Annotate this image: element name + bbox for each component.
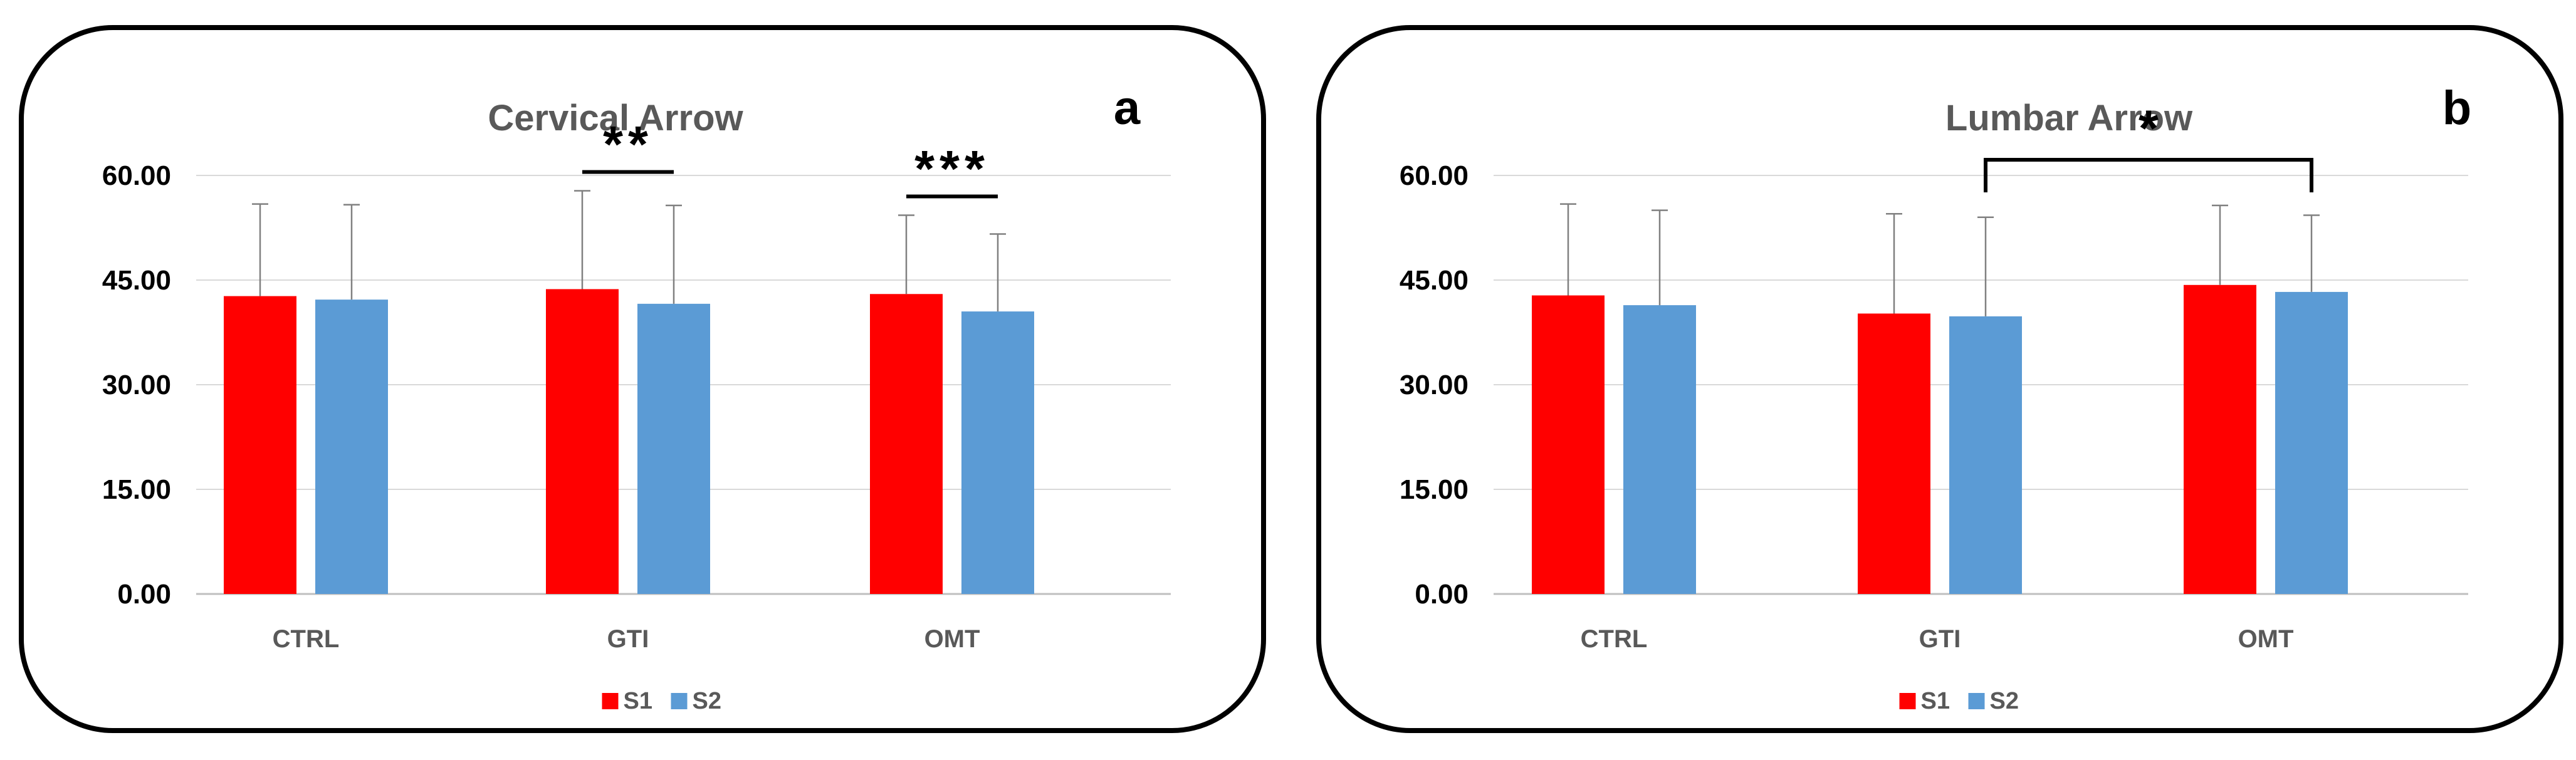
chart-panel-a: Cervical Arrow a 0.00 15.00 30.00 45.00 60.0… xyxy=(19,25,1266,733)
chart-a-bar-s1-omt xyxy=(870,294,943,594)
chart-a-bar-s1-gti xyxy=(546,289,619,594)
chart-b-bar-s1-ctrl xyxy=(1532,295,1605,594)
chart-b-ytick-label: 0.00 xyxy=(1415,579,1469,610)
chart-b-bar-s2-omt xyxy=(2275,291,2348,594)
chart-b-legend-label-s1: S1 xyxy=(1921,688,1950,714)
chart-a-panel-letter: a xyxy=(1114,81,1141,135)
chart-a-legend-label-s1: S1 xyxy=(624,688,652,714)
chart-panel-b: Lumbar Arrow b 0.00 15.00 30.00 45.00 60.00 … xyxy=(1316,25,2563,733)
chart-b-significance-label: * xyxy=(2139,100,2159,157)
chart-a-canvas: Cervical Arrow a 0.00 15.00 30.00 45.00 60.0… xyxy=(102,81,1171,714)
chart-b-category-label: GTI xyxy=(1919,625,1961,653)
chart-b-legend-swatch-s1 xyxy=(1899,693,1916,709)
chart-b-significance-bracket xyxy=(1984,158,2313,192)
chart-a-ytick-label: 45.00 xyxy=(102,265,171,296)
chart-b-ytick-label: 30.00 xyxy=(1400,370,1469,400)
chart-a-legend-swatch-s1 xyxy=(602,693,619,709)
chart-a-ytick-label: 60.00 xyxy=(102,160,171,191)
chart-b-panel-letter: b xyxy=(2442,81,2471,135)
chart-a-significance-label: *** xyxy=(914,140,990,197)
chart-b-ytick-label: 60.00 xyxy=(1400,160,1469,191)
chart-a-bar-s2-ctrl xyxy=(315,299,388,594)
chart-b-legend-swatch-s2 xyxy=(1968,693,1985,709)
chart-a-ytick-label: 0.00 xyxy=(117,579,171,610)
chart-a-bar-s1-ctrl xyxy=(224,296,296,594)
chart-b-title: Lumbar Arrow xyxy=(1945,98,2193,138)
chart-a-bar-s2-omt xyxy=(961,311,1034,594)
chart-a-bar-s2-gti xyxy=(637,303,710,594)
chart-b-category-label: CTRL xyxy=(1581,625,1648,653)
chart-b-bar-s2-ctrl xyxy=(1623,305,1696,594)
chart-a-significance-label: ** xyxy=(603,116,653,173)
chart-b-bar-s1-omt xyxy=(2184,284,2256,594)
chart-a-category-label: CTRL xyxy=(273,625,340,653)
chart-b-category-label: OMT xyxy=(2238,625,2294,653)
chart-a-ytick-label: 30.00 xyxy=(102,370,171,400)
chart-b-legend-label-s2: S2 xyxy=(1990,688,2019,714)
chart-b-ytick-label: 15.00 xyxy=(1400,474,1469,505)
chart-a-ytick-label: 15.00 xyxy=(102,474,171,505)
chart-b-bar-s2-gti xyxy=(1949,316,2022,594)
chart-b-ytick-label: 45.00 xyxy=(1400,265,1469,296)
chart-a-legend-label-s2: S2 xyxy=(693,688,721,714)
chart-b-canvas: Lumbar Arrow b 0.0015.0030.0045.0060.00 … xyxy=(1400,81,2471,714)
chart-a-legend-swatch-s2 xyxy=(671,693,688,709)
chart-a-title: Cervical Arrow xyxy=(488,98,743,138)
chart-b-bar-s1-gti xyxy=(1858,313,1930,594)
chart-a-category-label: OMT xyxy=(924,625,980,653)
chart-a-category-label: GTI xyxy=(607,625,649,653)
